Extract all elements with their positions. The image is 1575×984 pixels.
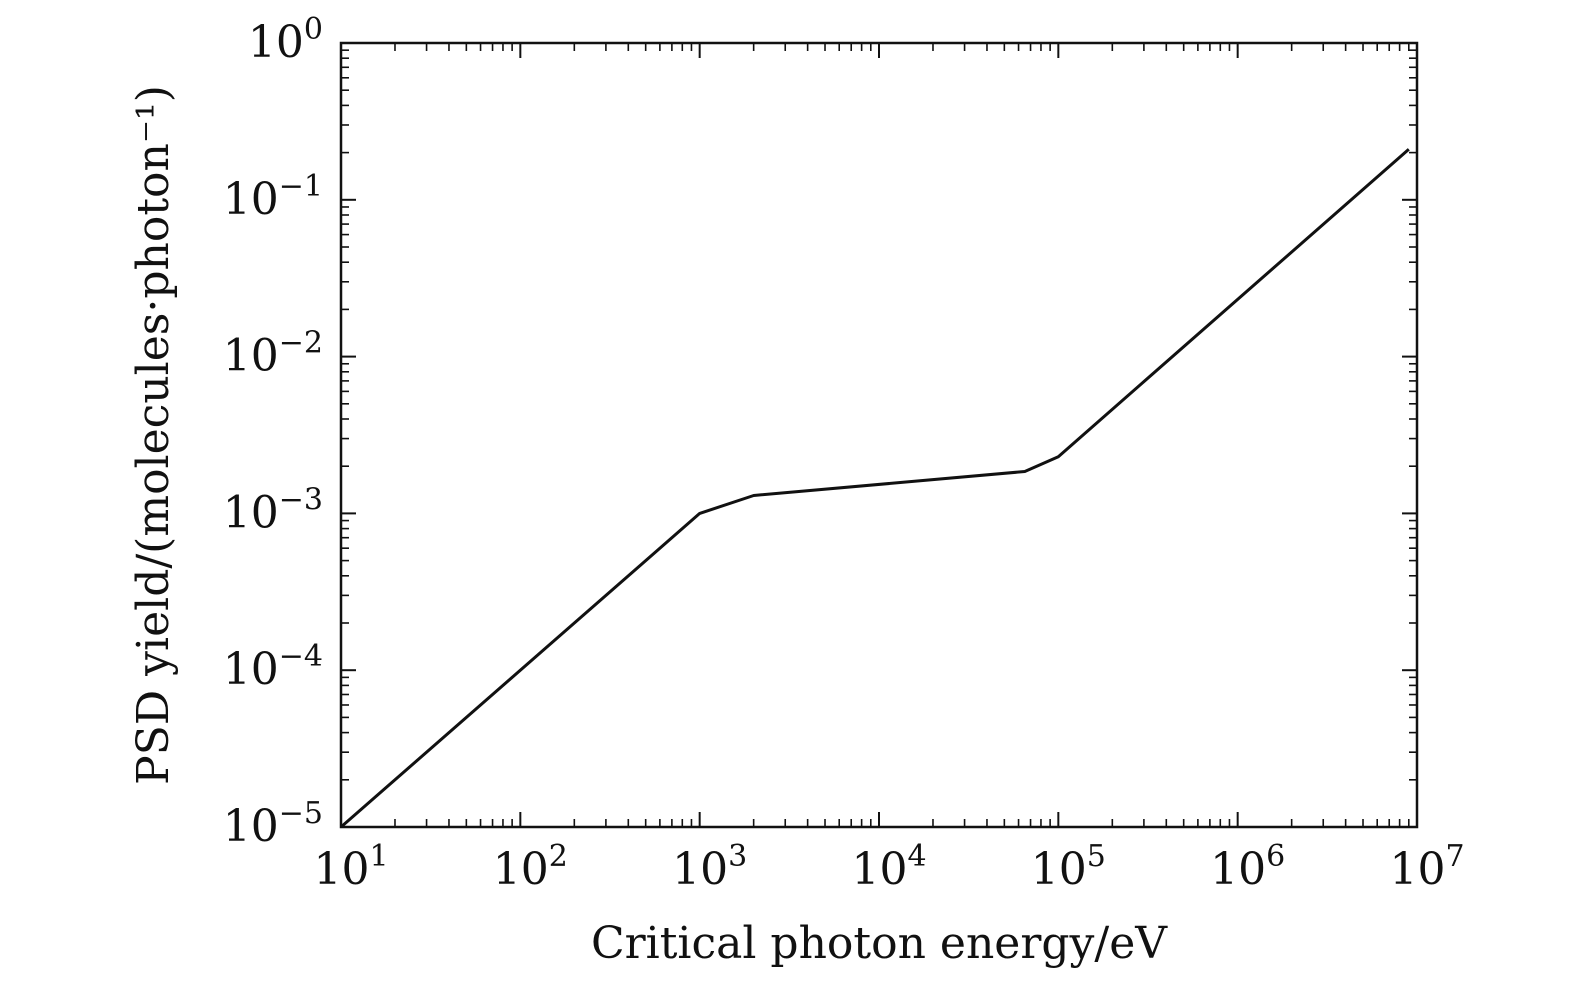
series-line bbox=[340, 148, 1410, 829]
series-layer bbox=[340, 148, 1410, 829]
x-tick-labels: 101 102 103 104 105 106 107 bbox=[313, 839, 1464, 895]
y-axis-label: PSD yield/(molecules·photon⁻¹) bbox=[128, 85, 179, 785]
x-tick-label: 106 bbox=[1210, 839, 1285, 895]
y-tick-labels: 100 10−1 10−2 10−3 10−4 10−5 bbox=[223, 12, 323, 852]
y-tick-label: 10−3 bbox=[223, 482, 323, 538]
x-tick-label: 102 bbox=[493, 839, 568, 895]
x-axis-label: Critical photon energy/eV bbox=[591, 918, 1168, 969]
x-tick-label: 105 bbox=[1031, 839, 1106, 895]
x-tick-label: 104 bbox=[851, 839, 926, 895]
y-tick-label: 100 bbox=[248, 12, 323, 68]
x-tick-label: 103 bbox=[672, 839, 747, 895]
major-ticks bbox=[340, 42, 1418, 828]
x-tick-label: 107 bbox=[1389, 839, 1464, 895]
y-tick-label: 10−1 bbox=[223, 169, 323, 225]
plot-frame bbox=[339, 41, 1419, 829]
y-tick-label: 10−2 bbox=[223, 326, 323, 382]
y-tick-label: 10−5 bbox=[223, 796, 323, 852]
y-tick-label: 10−4 bbox=[223, 639, 323, 695]
minor-ticks bbox=[341, 43, 1417, 827]
x-tick-label: 101 bbox=[313, 839, 388, 895]
